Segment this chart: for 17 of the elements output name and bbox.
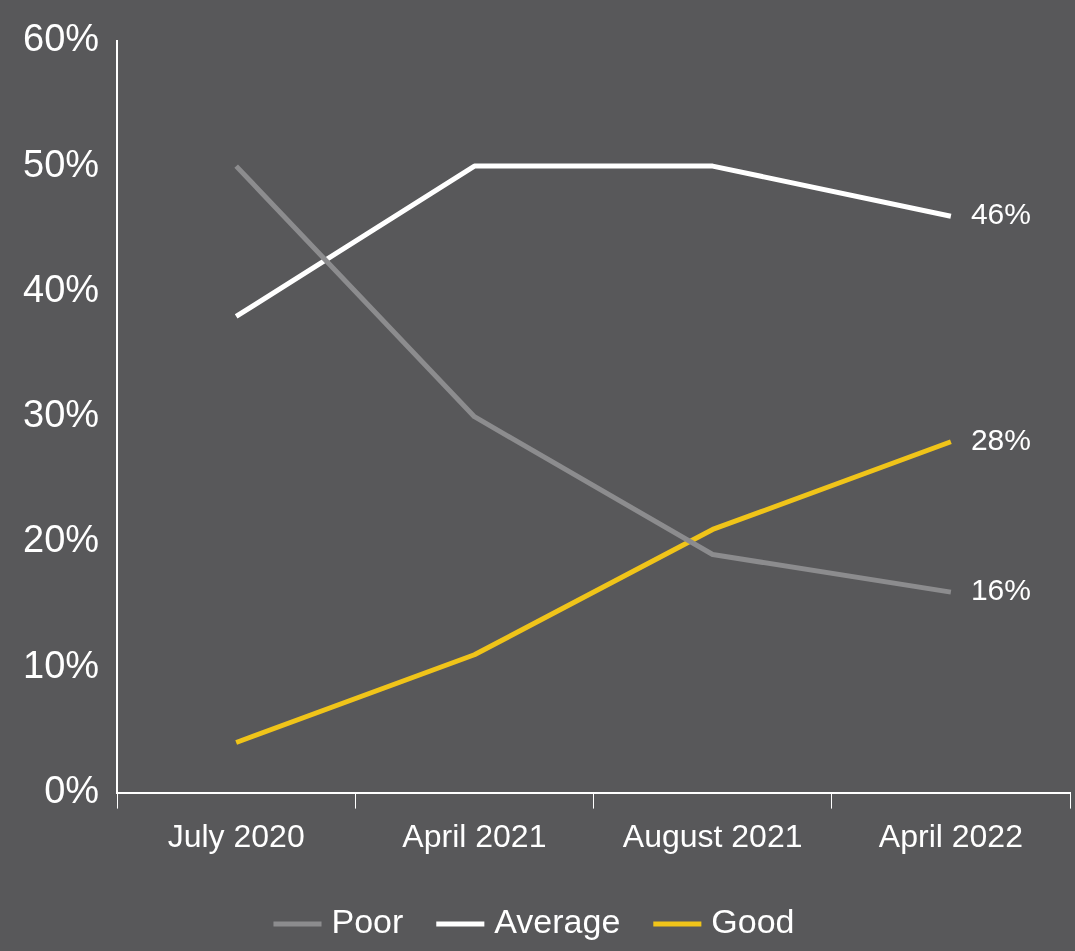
data-label: 16% — [970, 573, 1031, 607]
legend-label: Good — [711, 902, 795, 941]
data-label: 28% — [970, 423, 1031, 457]
y-tick-label: 20% — [22, 518, 100, 561]
legend-label: Average — [494, 902, 621, 941]
x-tick-label: April 2021 — [402, 817, 547, 854]
legend-label: Poor — [331, 902, 404, 941]
x-tick-label: August 2021 — [622, 817, 803, 854]
x-tick-label: July 2020 — [167, 817, 305, 854]
y-tick-label: 30% — [22, 393, 100, 436]
x-tick-label: April 2022 — [878, 817, 1023, 854]
y-tick-label: 10% — [22, 643, 100, 686]
y-tick-label: 50% — [22, 142, 100, 185]
y-tick-label: 40% — [22, 267, 100, 310]
data-label: 46% — [970, 197, 1031, 231]
y-tick-label: 60% — [22, 17, 100, 60]
y-tick-label: 0% — [44, 769, 100, 812]
